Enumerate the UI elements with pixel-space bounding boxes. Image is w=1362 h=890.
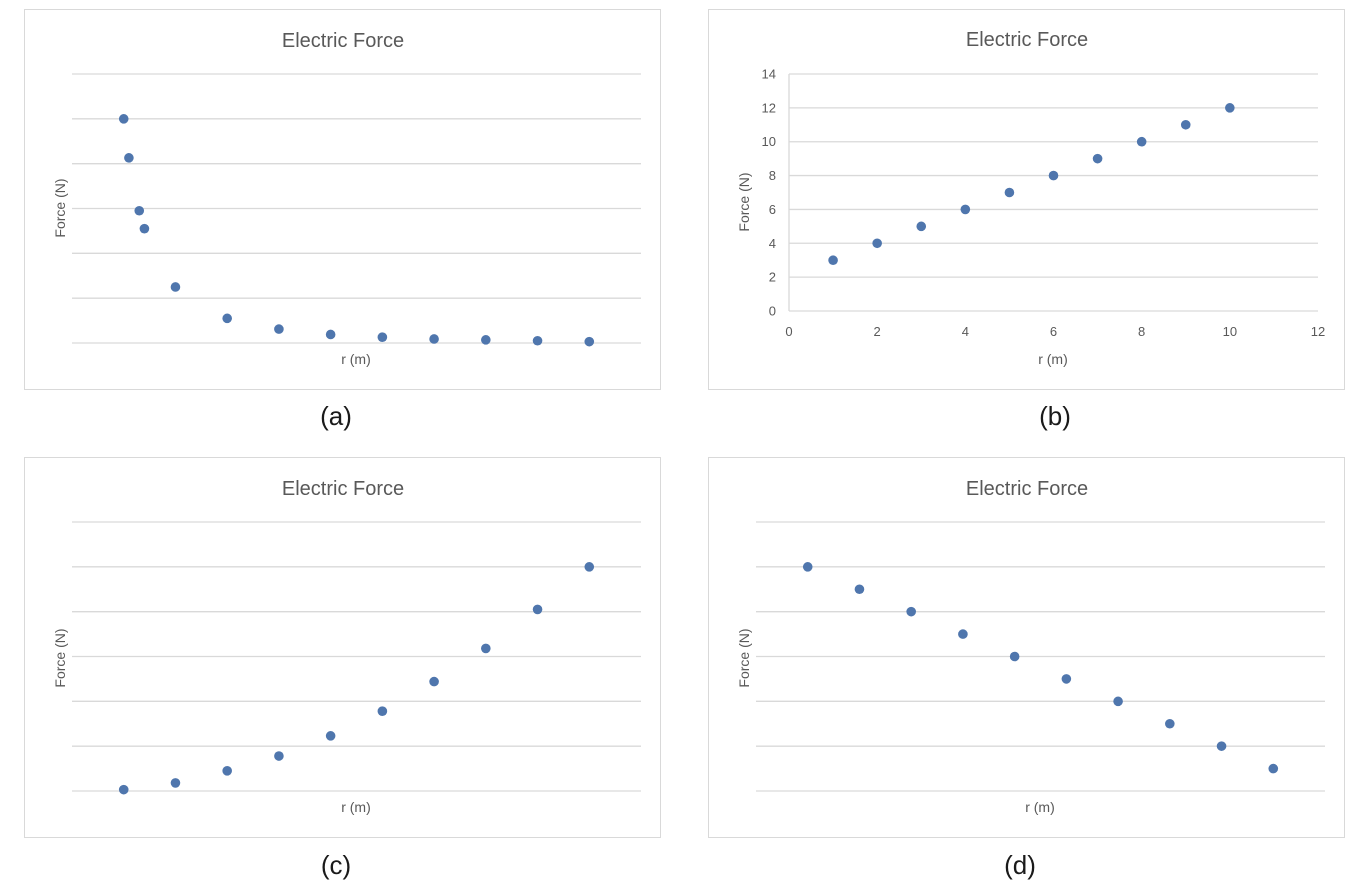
chart-d-title: Electric Force [966, 478, 1088, 500]
x-tick-label: 0 [785, 324, 792, 339]
chart-d-svg: Electric Force r (m) Force (N) [736, 478, 1325, 815]
chart-panel-a: Electric Force r (m) Force (N) [24, 9, 661, 390]
y-tick-label: 4 [769, 236, 776, 251]
data-point [1268, 763, 1279, 774]
data-point [139, 223, 150, 234]
x-tick-label: 6 [1050, 324, 1057, 339]
chart-panel-d: Electric Force r (m) Force (N) [708, 457, 1345, 838]
data-point [274, 324, 284, 334]
data-point [854, 584, 865, 595]
caption-b: (b) [1039, 401, 1071, 431]
data-point [1216, 741, 1227, 751]
data-point [1180, 119, 1191, 130]
data-point [325, 329, 336, 340]
data-point [134, 205, 145, 216]
data-point [481, 335, 491, 345]
chart-c-xlabel: r (m) [341, 799, 371, 815]
chart-d-xlabel: r (m) [1025, 799, 1055, 815]
chart-c-title: Electric Force [282, 478, 404, 500]
caption-c: (c) [320, 850, 352, 880]
data-point [960, 204, 971, 215]
chart-panel-b: Electric Force 0 2 4 6 8 10 12 14 0 2 4 6 8 10 12 r (m… [708, 9, 1345, 390]
data-point [429, 676, 439, 687]
chart-a-xlabel: r (m) [341, 351, 371, 367]
x-tick-label: 12 [1311, 324, 1325, 339]
data-point [1165, 718, 1175, 729]
chart-b-gridlines [788, 73, 1318, 312]
data-point [1004, 187, 1015, 198]
data-point [1009, 651, 1020, 662]
y-tick-label: 0 [769, 304, 776, 319]
data-point [872, 238, 882, 249]
data-point [916, 221, 927, 232]
data-point [118, 784, 129, 795]
chart-c-svg: Electric Force r (m) Force (N) [52, 478, 641, 815]
data-point [828, 255, 838, 266]
data-point [958, 629, 968, 639]
chart-b-svg: Electric Force 0 2 4 6 8 10 12 14 0 2 4 6 8 10 12 r (m… [736, 29, 1326, 367]
data-point [170, 282, 181, 292]
y-tick-label: 12 [762, 100, 776, 115]
chart-a-gridlines [72, 73, 641, 344]
data-point [1113, 696, 1123, 707]
caption-d: (d) [1004, 850, 1036, 880]
y-tick-label: 10 [762, 134, 776, 149]
data-point [802, 562, 813, 572]
data-point [532, 335, 543, 346]
chart-b-title: Electric Force [966, 29, 1088, 51]
chart-a-title: Electric Force [282, 30, 404, 52]
data-point [377, 332, 388, 342]
data-point [377, 706, 388, 716]
data-point [906, 606, 916, 617]
chart-b-ylabel: Force (N) [736, 172, 752, 231]
x-tick-label: 4 [962, 324, 969, 339]
data-point [118, 114, 129, 124]
y-tick-label: 2 [769, 270, 776, 285]
caption-a: (a) [320, 401, 352, 431]
data-point [584, 562, 595, 572]
x-tick-label: 10 [1223, 324, 1237, 339]
data-point [124, 153, 134, 163]
data-point [429, 334, 439, 344]
chart-c-ylabel: Force (N) [52, 628, 68, 687]
data-point [1061, 674, 1072, 684]
chart-b-ticks: 0 2 4 6 8 10 12 14 0 2 4 6 8 10 12 [762, 67, 1326, 340]
chart-b-points [828, 103, 1235, 266]
data-point [170, 778, 181, 788]
data-point [1048, 170, 1059, 181]
data-point [481, 643, 491, 654]
data-point [1136, 136, 1147, 147]
chart-a-points [118, 114, 595, 347]
chart-c-points [118, 562, 595, 795]
y-tick-label: 8 [769, 168, 776, 183]
data-point [325, 731, 336, 741]
y-tick-label: 6 [769, 202, 776, 217]
chart-d-points [802, 562, 1279, 774]
data-point [222, 313, 232, 324]
data-point [584, 336, 595, 347]
chart-c-gridlines [72, 521, 641, 792]
x-tick-label: 8 [1138, 324, 1145, 339]
data-point [1092, 153, 1103, 164]
chart-panel-c: Electric Force r (m) Force (N) [24, 457, 661, 838]
data-point [222, 766, 232, 776]
chart-b-xlabel: r (m) [1038, 351, 1068, 367]
chart-d-ylabel: Force (N) [736, 628, 752, 687]
chart-d-gridlines [756, 521, 1325, 792]
chart-a-svg: Electric Force r (m) Force (N) [52, 30, 641, 367]
y-tick-label: 14 [762, 67, 776, 82]
data-point [532, 604, 543, 615]
data-point [1225, 103, 1235, 113]
x-tick-label: 2 [874, 324, 881, 339]
chart-a-ylabel: Force (N) [52, 178, 68, 237]
data-point [274, 751, 284, 761]
